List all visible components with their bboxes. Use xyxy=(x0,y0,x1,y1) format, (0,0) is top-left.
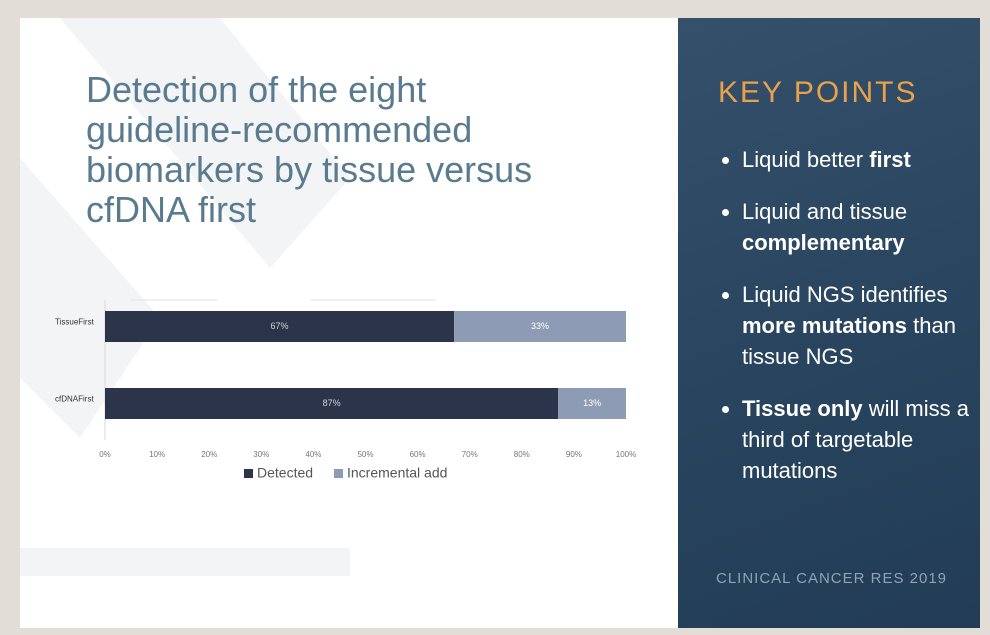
page: {"slide_title": "Detection of the eight … xyxy=(0,0,990,635)
legend-label: Detected xyxy=(257,465,313,481)
x-tick-label: 50% xyxy=(357,450,373,459)
x-tick-label: 10% xyxy=(149,450,165,459)
data-label: 13% xyxy=(583,398,601,408)
data-label: 67% xyxy=(271,321,289,331)
x-tick-label: 100% xyxy=(616,450,636,459)
x-tick-label: 70% xyxy=(462,450,478,459)
y-tick-label: cfDNAFirst xyxy=(55,395,94,404)
x-tick-label: 40% xyxy=(305,450,321,459)
x-tick-label: 20% xyxy=(201,450,217,459)
legend-swatch xyxy=(244,469,253,478)
x-tick-label: 30% xyxy=(253,450,269,459)
chart: 0% 10% 20% 30% 40% 50% 60% 70% 80% 90% 100% TissueF… xyxy=(0,0,990,635)
x-tick-label: 90% xyxy=(566,450,582,459)
legend-label: Incremental add xyxy=(347,465,447,481)
y-tick-label: TissueFirst xyxy=(55,318,95,327)
x-tick-label: 0% xyxy=(99,450,111,459)
data-label: 87% xyxy=(323,398,341,408)
data-label: 33% xyxy=(531,321,549,331)
x-tick-label: 60% xyxy=(410,450,426,459)
x-tick-label: 80% xyxy=(514,450,530,459)
legend-swatch xyxy=(334,469,343,478)
